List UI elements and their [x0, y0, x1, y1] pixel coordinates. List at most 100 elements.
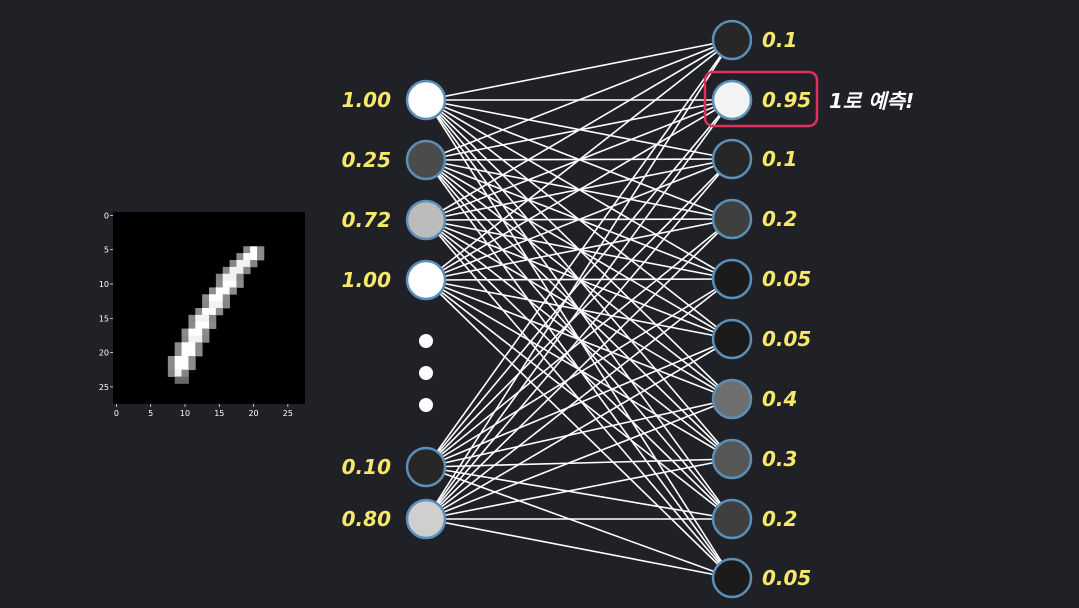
digit-pixel — [167, 356, 176, 364]
digit-pixel — [181, 369, 189, 377]
connection-line — [425, 398, 733, 520]
connection-line — [425, 458, 733, 468]
digit-pixel — [181, 349, 189, 357]
connection-line — [425, 338, 733, 520]
digit-pixel — [195, 321, 203, 329]
y-tick-label: 0 — [104, 211, 109, 220]
x-tick-label: 0 — [114, 409, 119, 418]
digit-pixel — [243, 253, 251, 261]
output-neuron — [711, 19, 753, 61]
connection-line — [425, 39, 733, 221]
connection-line — [425, 278, 733, 520]
digit-pixel — [209, 314, 217, 323]
input-neuron — [405, 259, 447, 301]
input-value-label: 1.00 — [342, 268, 391, 292]
output-value-label: 0.2 — [762, 207, 797, 231]
digit-pixel — [222, 280, 230, 288]
ellipsis-dots — [419, 334, 433, 412]
digit-pixel — [229, 280, 237, 288]
digit-pixel — [195, 328, 203, 336]
connection-line — [425, 218, 733, 281]
digit-pixel — [174, 342, 182, 350]
digit-pixel — [188, 335, 196, 343]
x-tick-label: 25 — [283, 409, 293, 418]
output-neuron — [711, 79, 753, 121]
digit-pixel — [188, 321, 196, 329]
connection-line — [425, 398, 733, 468]
ellipsis-dot — [419, 334, 433, 348]
y-tick-label: 20 — [99, 349, 109, 358]
digit-pixel — [209, 287, 217, 295]
connection-line — [425, 39, 733, 281]
output-neuron — [711, 198, 753, 240]
output-neuron — [711, 557, 753, 599]
connection-line — [425, 99, 733, 468]
digit-pixel — [236, 253, 244, 261]
output-value-label: 0.3 — [762, 447, 797, 471]
digit-pixel — [202, 294, 210, 302]
connections — [425, 39, 733, 579]
input-neuron — [405, 199, 447, 241]
output-neuron — [711, 318, 753, 360]
x-tick-label: 15 — [214, 409, 224, 418]
digit-pixel — [195, 308, 203, 316]
connection-line — [425, 278, 733, 468]
digit-pixel — [202, 308, 210, 316]
digit-pixel — [195, 342, 203, 350]
input-neuron — [405, 139, 447, 181]
x-tick-label: 10 — [180, 409, 190, 418]
digit-pixel — [236, 273, 244, 281]
digit-pixel — [188, 356, 196, 364]
digit-pixel — [236, 260, 244, 268]
x-tick-label: 5 — [148, 409, 153, 418]
digit-pixel — [181, 328, 189, 336]
digit-pixel — [229, 287, 237, 295]
connection-line — [425, 39, 733, 161]
digit-pixel — [181, 335, 189, 343]
connection-line — [425, 466, 733, 520]
digit-pixel — [222, 273, 230, 281]
digit-pixel — [174, 349, 182, 357]
digit-pixel — [188, 328, 196, 336]
output-neuron — [711, 378, 753, 420]
digit-pixel — [188, 314, 196, 323]
digit-pixel — [174, 376, 182, 384]
output-layer: 0.1 0.95 0.1 0.2 0.05 0.05 0.4 0.3 0.2 0.05 — [711, 19, 811, 599]
digit-pixel — [181, 356, 189, 364]
connection-line — [425, 458, 733, 520]
digit-pixel — [188, 342, 196, 350]
digit-pixel — [236, 280, 244, 288]
output-neuron — [711, 498, 753, 540]
connection-line — [425, 218, 733, 520]
y-axis-ticks: 0 5 10 15 20 25 — [99, 211, 113, 392]
digit-pixel — [222, 301, 230, 309]
input-value-label: 1.00 — [342, 88, 391, 112]
digit-pixel — [215, 301, 224, 309]
digit-pixel — [215, 273, 224, 281]
digit-pixel — [243, 260, 251, 268]
input-layer: 1.00 0.25 0.72 1.00 0.10 0.80 — [342, 79, 447, 540]
digit-pixel — [209, 308, 217, 316]
digit-pixel — [215, 287, 224, 295]
digit-pixel — [222, 294, 230, 302]
input-value-label: 0.25 — [342, 148, 391, 172]
y-tick-label: 25 — [99, 383, 109, 392]
output-value-label: 0.05 — [762, 566, 811, 590]
input-neuron — [405, 446, 447, 488]
digit-pixel — [181, 362, 189, 371]
y-tick-label: 5 — [104, 246, 109, 255]
digit-pixel — [202, 328, 210, 336]
digit-pixel — [243, 246, 251, 254]
y-tick-label: 10 — [99, 280, 109, 289]
output-value-label: 0.05 — [762, 267, 811, 291]
digit-pixel — [202, 301, 210, 309]
digit-pixel — [209, 321, 217, 329]
digit-pixel — [215, 308, 224, 316]
output-value-label: 0.1 — [762, 147, 797, 171]
connection-line — [425, 99, 733, 281]
digit-pixel — [209, 294, 217, 302]
digit-pixel — [229, 266, 237, 275]
mnist-digit-image: 0 5 10 15 20 25 0 5 10 15 20 25 — [99, 211, 305, 418]
digit-pixel — [174, 369, 182, 377]
